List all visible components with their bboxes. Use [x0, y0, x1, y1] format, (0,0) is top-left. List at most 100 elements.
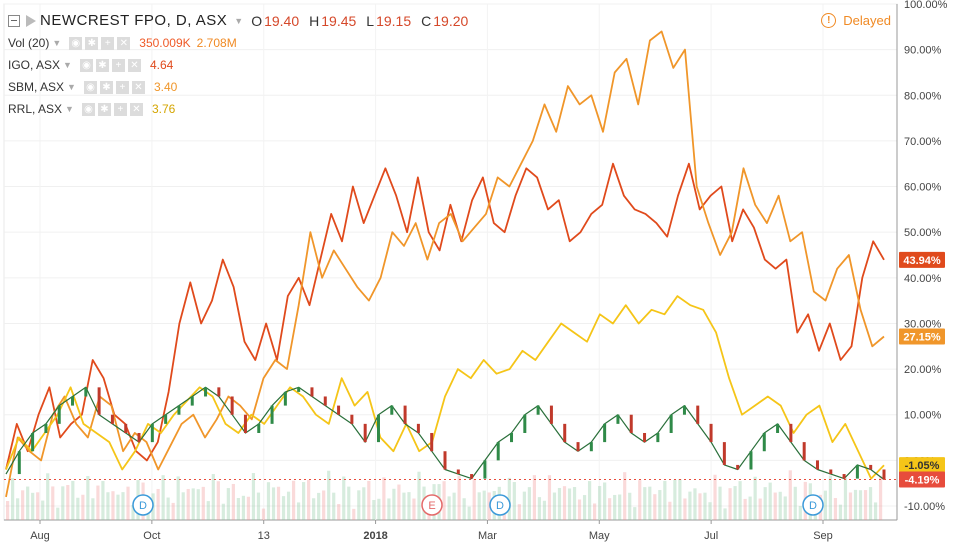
- gear-icon[interactable]: ✱: [97, 102, 111, 116]
- indicator-row-igo[interactable]: IGO, ASX ▼ ◉ ✱ + ✕ 4.64: [8, 54, 478, 76]
- candle[interactable]: [749, 451, 753, 470]
- gear-icon[interactable]: ✱: [95, 58, 109, 72]
- eye-icon[interactable]: ◉: [79, 58, 93, 72]
- candle[interactable]: [283, 391, 287, 406]
- delayed-status[interactable]: ! Delayed: [821, 13, 891, 28]
- indicator-name[interactable]: RRL, ASX: [8, 102, 63, 116]
- candle[interactable]: [310, 387, 314, 397]
- earnings-marker[interactable]: [421, 494, 443, 516]
- chevron-down-icon[interactable]: ▼: [65, 104, 74, 114]
- candle[interactable]: [416, 423, 420, 433]
- candle[interactable]: [549, 405, 553, 424]
- candle[interactable]: [563, 423, 567, 443]
- candle[interactable]: [709, 423, 713, 443]
- main-series-title[interactable]: NEWCREST FPO, D, ASX: [40, 12, 228, 29]
- candle[interactable]: [97, 387, 101, 415]
- candle[interactable]: [629, 414, 633, 433]
- close-icon[interactable]: ✕: [131, 80, 145, 94]
- candle[interactable]: [137, 432, 141, 443]
- candle[interactable]: [257, 423, 261, 433]
- candle[interactable]: [164, 414, 168, 424]
- candle[interactable]: [603, 423, 607, 443]
- candle[interactable]: [802, 442, 806, 461]
- candle[interactable]: [882, 469, 886, 480]
- candle[interactable]: [523, 414, 527, 433]
- candle[interactable]: [776, 423, 780, 433]
- plus-icon[interactable]: +: [111, 58, 125, 72]
- candle[interactable]: [297, 387, 301, 392]
- series-line[interactable]: [5, 162, 885, 470]
- chevron-down-icon[interactable]: ▼: [63, 60, 72, 70]
- candle[interactable]: [323, 396, 327, 406]
- candle[interactable]: [177, 405, 181, 415]
- candle[interactable]: [483, 460, 487, 479]
- candle[interactable]: [536, 405, 540, 415]
- series-line[interactable]: [5, 30, 885, 498]
- candle[interactable]: [84, 387, 88, 397]
- candle[interactable]: [616, 414, 620, 424]
- candle[interactable]: [842, 474, 846, 479]
- gear-icon[interactable]: ✱: [99, 80, 113, 94]
- candle[interactable]: [376, 414, 380, 443]
- candle[interactable]: [217, 387, 221, 397]
- candle[interactable]: [337, 405, 341, 415]
- candle[interactable]: [190, 396, 194, 406]
- collapse-icon[interactable]: [8, 15, 20, 27]
- indicator-name[interactable]: IGO, ASX: [8, 58, 61, 72]
- candle[interactable]: [243, 414, 247, 433]
- candle[interactable]: [576, 442, 580, 452]
- candle[interactable]: [350, 414, 354, 424]
- eye-icon[interactable]: ◉: [83, 80, 97, 94]
- indicator-row-rrl[interactable]: RRL, ASX ▼ ◉ ✱ + ✕ 3.76: [8, 98, 478, 120]
- candle[interactable]: [762, 432, 766, 452]
- candle[interactable]: [403, 405, 407, 424]
- close-icon[interactable]: ✕: [117, 36, 131, 50]
- candle[interactable]: [456, 469, 460, 475]
- candle[interactable]: [682, 405, 686, 415]
- chevron-down-icon[interactable]: ▼: [52, 38, 62, 48]
- indicator-row-sbm[interactable]: SBM, ASX ▼ ◉ ✱ + ✕ 3.40: [8, 76, 478, 98]
- candle[interactable]: [57, 405, 61, 424]
- indicator-name[interactable]: Vol (20): [8, 36, 50, 50]
- candle[interactable]: [736, 464, 740, 470]
- close-icon[interactable]: ✕: [127, 58, 141, 72]
- candle[interactable]: [696, 405, 700, 424]
- candle[interactable]: [363, 423, 367, 443]
- gear-icon[interactable]: ✱: [85, 36, 99, 50]
- candle[interactable]: [855, 464, 859, 479]
- candle[interactable]: [829, 469, 833, 475]
- candle[interactable]: [643, 432, 647, 443]
- candle[interactable]: [470, 474, 474, 479]
- candle[interactable]: [722, 442, 726, 465]
- chevron-down-icon[interactable]: ▼: [67, 82, 76, 92]
- candle[interactable]: [656, 432, 660, 443]
- candle[interactable]: [589, 442, 593, 452]
- candle[interactable]: [17, 451, 21, 475]
- plus-icon[interactable]: +: [101, 36, 115, 50]
- candle[interactable]: [71, 396, 75, 406]
- candle[interactable]: [270, 405, 274, 424]
- candle[interactable]: [669, 414, 673, 433]
- candle[interactable]: [443, 451, 447, 470]
- candle[interactable]: [390, 405, 394, 415]
- candle[interactable]: [230, 396, 234, 415]
- plus-icon[interactable]: +: [115, 80, 129, 94]
- candle[interactable]: [204, 387, 208, 397]
- indicator-row-volume[interactable]: Vol (20) ▼ ◉ ✱ + ✕ 350.009K 2.708M: [8, 32, 478, 54]
- dividend-marker[interactable]: [132, 494, 154, 516]
- close-icon[interactable]: ✕: [129, 102, 143, 116]
- candle[interactable]: [510, 432, 514, 443]
- candle[interactable]: [869, 464, 873, 470]
- candle[interactable]: [124, 423, 128, 433]
- eye-icon[interactable]: ◉: [69, 36, 83, 50]
- indicator-name[interactable]: SBM, ASX: [8, 80, 65, 94]
- dividend-marker[interactable]: [802, 494, 824, 516]
- main-series-row[interactable]: NEWCREST FPO, D, ASX ▼ O 19.40 H 19.45 L…: [8, 10, 478, 32]
- candle[interactable]: [110, 414, 114, 424]
- eye-icon[interactable]: ◉: [81, 102, 95, 116]
- plus-icon[interactable]: +: [113, 102, 127, 116]
- candle[interactable]: [496, 442, 500, 461]
- candle[interactable]: [44, 423, 48, 433]
